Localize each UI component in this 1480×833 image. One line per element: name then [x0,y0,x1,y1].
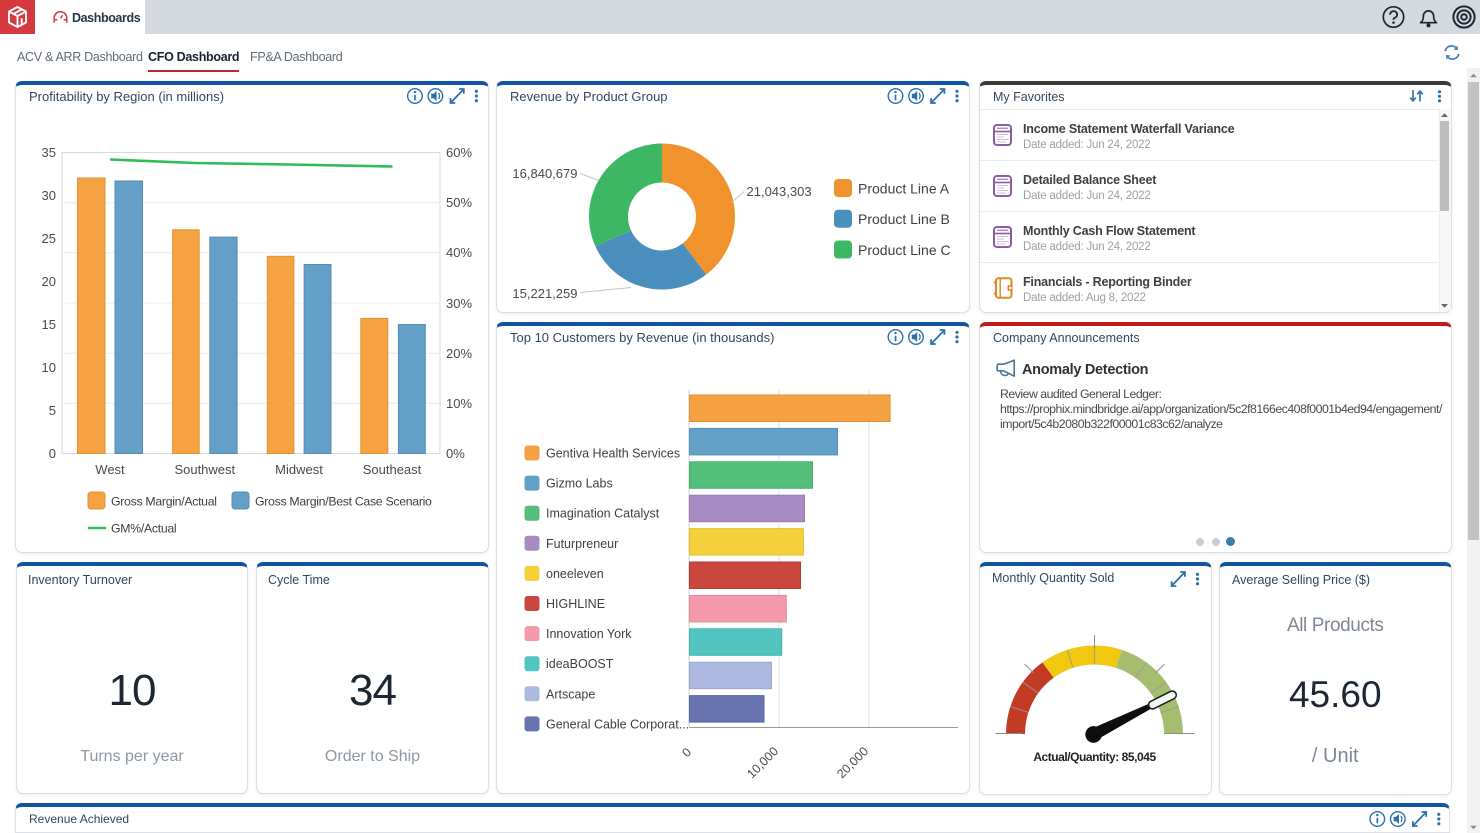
svg-text:Gross Margin/Best Case Scenari: Gross Margin/Best Case Scenario [255,495,432,509]
svg-text:50%: 50% [446,195,472,210]
svg-text:0: 0 [679,745,694,760]
svg-text:15: 15 [42,317,56,332]
svg-text:Gizmo Labs: Gizmo Labs [546,477,613,491]
svg-text:oneeleven: oneeleven [546,567,604,581]
svg-text:Product Line A: Product Line A [858,181,950,197]
svg-text:Southwest: Southwest [174,462,235,477]
svg-text:West: West [95,462,125,477]
svg-text:21,043,303: 21,043,303 [747,184,812,199]
svg-text:20%: 20% [446,346,472,361]
svg-text:40%: 40% [446,245,472,260]
svg-text:0: 0 [49,446,56,461]
svg-text:Revenue Achieved: Revenue Achieved [29,812,129,826]
svg-text:20,000: 20,000 [834,744,871,781]
svg-text:5: 5 [49,403,56,418]
svg-text:ideaBOOST: ideaBOOST [546,657,614,671]
svg-text:Artscape: Artscape [546,687,595,701]
svg-text:Gross Margin/Actual: Gross Margin/Actual [111,495,217,509]
svg-text:HIGHLINE: HIGHLINE [546,597,605,611]
svg-text:Imagination Catalyst: Imagination Catalyst [546,507,660,521]
svg-text:35: 35 [42,145,56,160]
svg-text:General Cable Corporat...: General Cable Corporat... [546,717,689,731]
svg-text:Profitability by Region (in mi: Profitability by Region (in millions) [29,89,224,104]
svg-text:Revenue by Product Group: Revenue by Product Group [510,89,668,104]
svg-text:Product Line C: Product Line C [858,242,951,258]
svg-text:16,840,679: 16,840,679 [512,166,577,181]
svg-text:Futurpreneur: Futurpreneur [546,537,618,551]
svg-text:60%: 60% [446,145,472,160]
svg-text:Product Line B: Product Line B [858,211,950,227]
svg-text:Midwest: Midwest [275,462,323,477]
svg-text:10,000: 10,000 [744,744,781,781]
svg-text:Southeast: Southeast [363,462,422,477]
svg-text:Monthly Quantity Sold: Monthly Quantity Sold [992,571,1114,585]
svg-text:15,221,259: 15,221,259 [512,286,577,301]
svg-text:30: 30 [42,188,56,203]
svg-text:20: 20 [42,274,56,289]
svg-text:Gentiva Health Services: Gentiva Health Services [546,447,680,461]
svg-text:Top 10 Customers by Revenue (i: Top 10 Customers by Revenue (in thousand… [510,330,774,345]
svg-text:30%: 30% [446,296,472,311]
svg-text:Innovation York: Innovation York [546,627,632,641]
svg-text:10: 10 [42,360,56,375]
svg-text:GM%/Actual: GM%/Actual [111,522,176,536]
svg-text:Actual/Quantity: 85,045: Actual/Quantity: 85,045 [1033,750,1156,764]
svg-text:25: 25 [42,231,56,246]
svg-text:10%: 10% [446,396,472,411]
svg-text:0%: 0% [446,446,465,461]
